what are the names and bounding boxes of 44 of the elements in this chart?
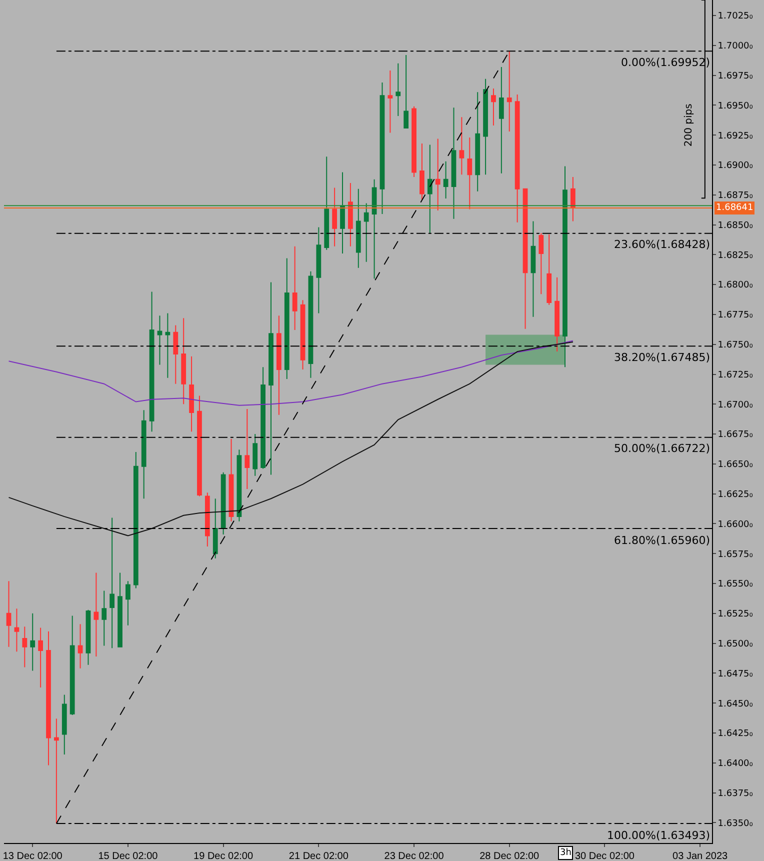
x-tick-label: 30 Dec 02:00 — [574, 851, 635, 861]
y-tick-label: 1.6975₀ — [718, 71, 754, 82]
y-tick-label: 1.6925₀ — [718, 131, 754, 142]
y-tick-label: 1.6750₀ — [718, 340, 754, 351]
y-tick-label: 1.6475₀ — [718, 669, 754, 680]
x-tick-label: 28 Dec 02:00 — [480, 851, 540, 861]
ref-line-label: 50.00%(1.66722) — [614, 442, 710, 455]
x-tick-label: 15 Dec 02:00 — [98, 851, 158, 861]
ref-line-label: 1.68641 — [716, 203, 754, 213]
y-tick-label: 1.6825₀ — [718, 250, 754, 261]
y-tick-label: 1.6700₀ — [718, 400, 754, 410]
y-tick-label: 1.6600₀ — [718, 520, 754, 530]
y-tick-label: 1.6725₀ — [718, 370, 754, 380]
annotation: 200 pips — [683, 104, 694, 147]
y-tick-label: 1.7000₀ — [718, 42, 754, 52]
ref-line-label: 38.20%(1.67485) — [614, 351, 710, 364]
y-tick-label: 1.7025₀ — [718, 12, 754, 22]
y-tick-label: 1.6400₀ — [718, 759, 754, 770]
y-tick-label: 1.6525₀ — [718, 610, 754, 620]
y-tick-label: 1.6675₀ — [718, 430, 754, 440]
y-tick-label: 1.6375₀ — [718, 788, 754, 799]
ref-line-label: 23.60%(1.68428) — [614, 238, 710, 251]
x-tick-label: 23 Dec 02:00 — [384, 851, 444, 861]
y-tick-label: 1.6425₀ — [718, 729, 754, 740]
y-tick-label: 1.6350₀ — [718, 818, 754, 829]
y-tick-label: 1.6500₀ — [718, 639, 754, 650]
y-tick-label: 1.6800₀ — [718, 280, 754, 291]
y-tick-label: 1.6775₀ — [718, 310, 754, 321]
y-tick-label: 1.6450₀ — [718, 699, 754, 710]
y-tick-label: 1.6875₀ — [718, 191, 754, 202]
y-tick-label: 1.6550₀ — [718, 580, 754, 590]
text: 3h — [560, 848, 572, 858]
ref-line-label: 100.00%(1.63493) — [607, 829, 710, 842]
x-tick-label: 13 Dec 02:00 — [2, 851, 63, 861]
y-tick-label: 1.6625₀ — [718, 490, 754, 500]
y-tick-label: 1.6650₀ — [718, 460, 754, 470]
ref-line-label: 61.80%(1.65960) — [614, 534, 710, 547]
x-tick-label: 03 Jan 2023 — [672, 851, 728, 861]
y-tick-label: 1.6900₀ — [718, 161, 754, 172]
y-tick-label: 1.6950₀ — [718, 101, 754, 112]
x-tick-label: 21 Dec 02:00 — [288, 851, 349, 861]
y-tick-label: 1.6575₀ — [718, 550, 754, 560]
y-tick-label: 1.6850₀ — [718, 220, 754, 231]
x-tick-label: 19 Dec 02:00 — [194, 851, 254, 861]
